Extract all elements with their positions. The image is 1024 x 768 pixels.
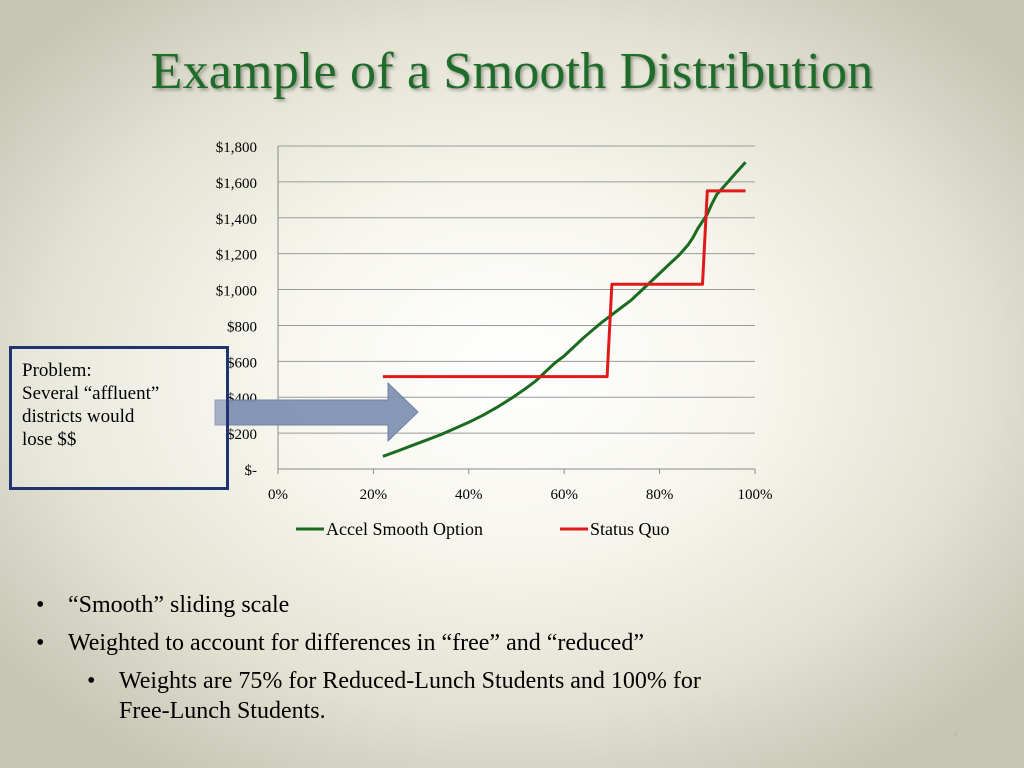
legend-label: Status Quo (590, 519, 670, 539)
y-tick-label: $1,200 (216, 248, 257, 264)
x-tick-label: 40% (455, 487, 483, 503)
x-axis-tick-labels: 0% 20% 40% 60% 80% 100% (268, 487, 773, 503)
series-line-0 (382, 161, 747, 458)
x-tick-label: 100% (738, 487, 773, 503)
x-tick-label: 0% (268, 487, 288, 503)
legend-label: Accel Smooth Option (326, 519, 483, 539)
chart-gridlines (278, 145, 755, 434)
y-tick-label: $1,600 (216, 176, 257, 192)
bullet-text: Weighted to account for differences in “… (68, 630, 644, 656)
y-tick-label: $600 (227, 355, 257, 371)
callout-line: Problem: (22, 360, 92, 381)
callout-line: lose $$ (22, 429, 77, 450)
series-line-1 (382, 189, 746, 379)
sub-bullet-item: • Weights are 75% for Reduced-Lunch Stud… (36, 666, 996, 726)
bullet-item: • “Smooth” sliding scale (36, 590, 996, 620)
chart-series (382, 161, 747, 458)
bullet-icon: • (36, 592, 45, 618)
x-tick-label: 60% (550, 487, 578, 503)
page-number: 4 (952, 728, 959, 740)
x-tick-label: 20% (360, 487, 388, 503)
y-tick-label: $1,400 (216, 212, 257, 228)
bullet-text: Weights are 75% for Reduced-Lunch Studen… (119, 668, 701, 694)
callout-line: Several “affluent” (22, 383, 160, 404)
y-tick-label: $1,000 (216, 284, 257, 300)
problem-callout: Problem: Several “affluent” districts wo… (9, 346, 229, 490)
bullet-list: • “Smooth” sliding scale • Weighted to a… (36, 590, 996, 726)
page-title: Example of a Smooth Distribution (150, 43, 874, 100)
y-tick-label: $1,800 (216, 140, 257, 156)
x-tick-label: 80% (646, 487, 674, 503)
callout-line: districts would (22, 406, 135, 427)
y-tick-label: $800 (227, 319, 257, 335)
bullet-text: “Smooth” sliding scale (68, 592, 290, 618)
chart-legend: Accel Smooth Option Status Quo (296, 519, 670, 539)
bullet-item: • Weighted to account for differences in… (36, 628, 996, 658)
bullet-icon: • (36, 630, 45, 656)
y-tick-label: $- (245, 463, 258, 479)
y-tick-label: $200 (227, 427, 257, 443)
right-arrow-icon (214, 381, 419, 443)
bullet-text-continued: Free-Lunch Students. (119, 698, 326, 724)
bullet-icon: • (87, 668, 96, 694)
